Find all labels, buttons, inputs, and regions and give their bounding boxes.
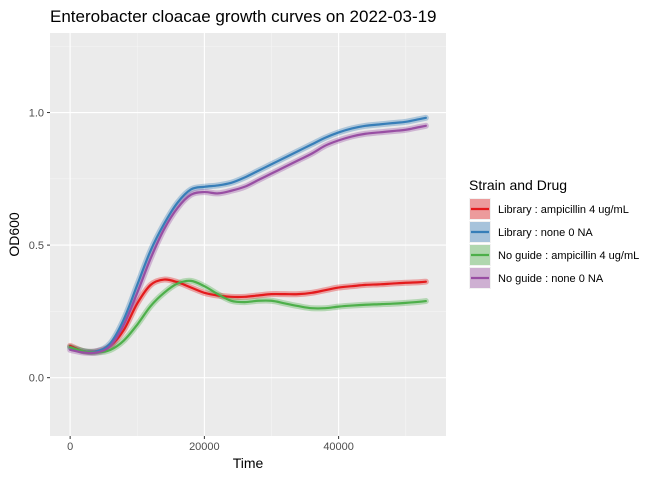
minor-gridlines	[50, 33, 446, 436]
y-tick-label: 0.5	[29, 240, 44, 252]
legend-label: No guide : ampicillin 4 ug/mL	[498, 250, 639, 262]
legend-label: Library : none 0 NA	[498, 227, 593, 239]
x-tick-label: 40000	[323, 441, 354, 453]
plot-panel	[50, 33, 446, 436]
series-line-1	[69, 116, 427, 354]
series-line-0	[69, 278, 427, 353]
x-axis: 0 20000 40000	[67, 436, 354, 453]
legend-item: No guide : ampicillin 4 ug/mL	[469, 244, 639, 266]
series-line-2	[69, 279, 427, 354]
series-lines	[69, 116, 427, 355]
legend-item: No guide : none 0 NA	[469, 267, 604, 289]
x-tick-label: 20000	[189, 441, 220, 453]
x-tick-label: 0	[67, 441, 73, 453]
x-axis-title: Time	[233, 455, 264, 471]
legend-label: No guide : none 0 NA	[498, 273, 604, 285]
major-gridlines	[50, 33, 446, 436]
legend-item: Library : ampicillin 4 ug/mL	[469, 198, 629, 220]
legend-item: Library : none 0 NA	[469, 221, 593, 243]
series-line-3	[69, 124, 427, 355]
legend: Strain and Drug Library : ampicillin 4 u…	[469, 177, 639, 289]
y-tick-label: 0.0	[29, 373, 44, 385]
y-axis: 0.0 0.5 1.0	[29, 108, 50, 385]
chart-title: Enterobacter cloacae growth curves on 20…	[50, 7, 437, 26]
legend-title: Strain and Drug	[469, 177, 567, 193]
y-tick-label: 1.0	[29, 108, 44, 120]
y-axis-title: OD600	[6, 212, 22, 257]
legend-label: Library : ampicillin 4 ug/mL	[498, 204, 629, 216]
